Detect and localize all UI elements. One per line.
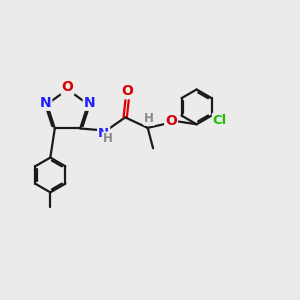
Text: O: O (122, 84, 134, 98)
Text: N: N (40, 96, 51, 110)
Text: H: H (103, 133, 113, 146)
Text: N: N (98, 127, 109, 140)
Text: O: O (165, 114, 177, 128)
Text: O: O (61, 80, 74, 94)
Text: H: H (144, 112, 154, 125)
Text: N: N (84, 96, 95, 110)
Text: Cl: Cl (213, 114, 227, 127)
